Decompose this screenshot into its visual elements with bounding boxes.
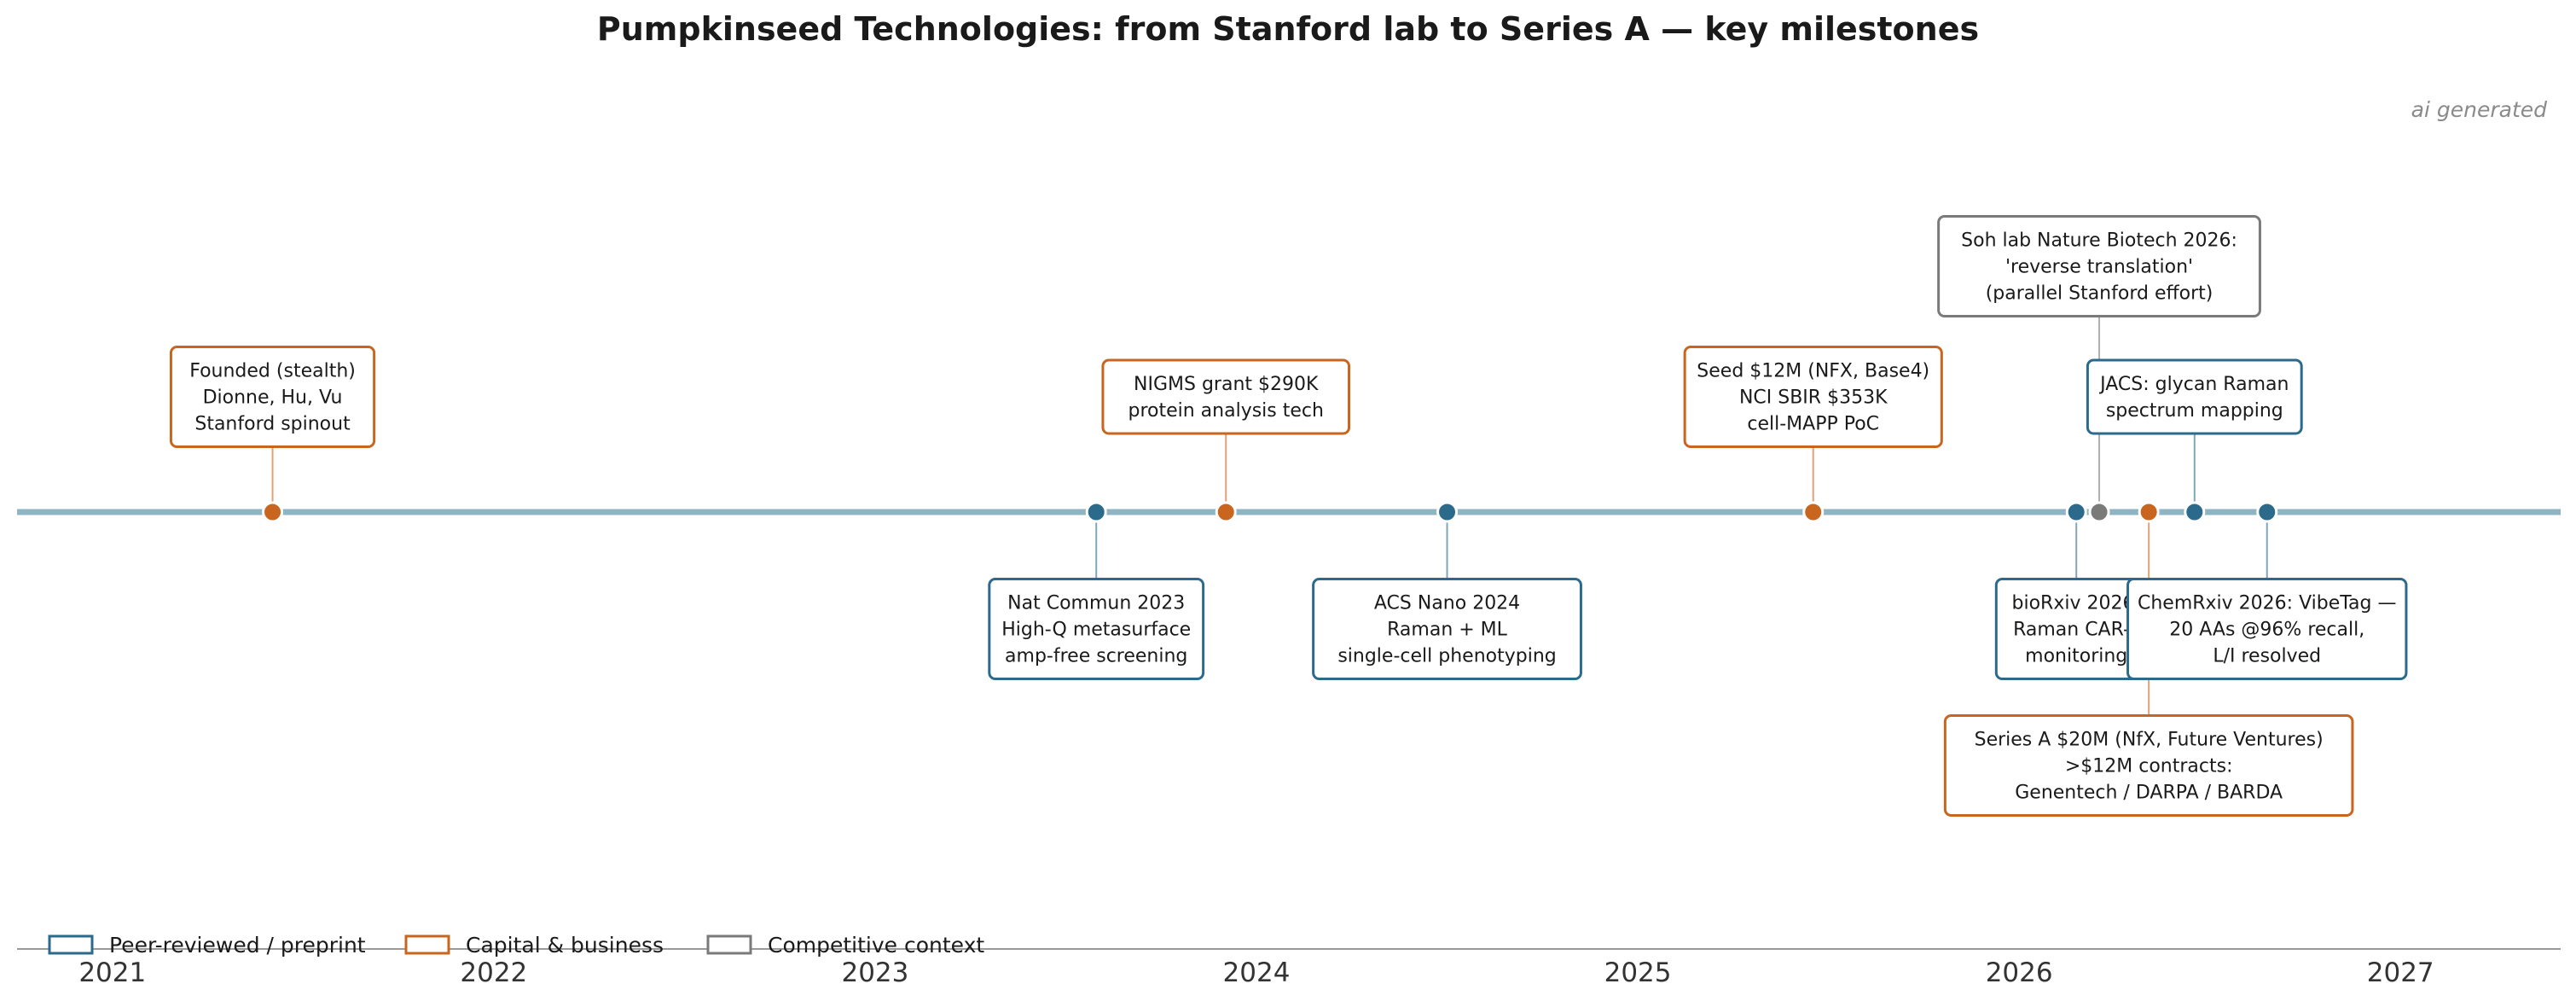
event-label-line: ACS Nano 2024	[1374, 593, 1520, 614]
event-label-line: Seed $12M (NFX, Base4)	[1697, 361, 1929, 382]
chart-title: Pumpkinseed Technologies: from Stanford …	[597, 10, 1979, 48]
event-marker	[2065, 501, 2087, 523]
event-label: Series A $20M (NfX, Future Ventures) >$12…	[1943, 714, 2354, 817]
event-label-box	[988, 578, 1205, 680]
event-marker	[262, 501, 284, 523]
event-label-line: Dionne, Hu, Vu	[203, 387, 343, 409]
legend-label: Competitive context	[768, 933, 984, 958]
event-label-box	[1312, 578, 1582, 680]
event-label-line: cell-MAPP PoC	[1747, 414, 1879, 435]
event-label-box	[2126, 578, 2408, 680]
event-label-line: Founded (stealth)	[189, 361, 356, 382]
event-label: Seed $12M (NFX, Base4) NCI SBIR $353K cell…	[1683, 346, 1943, 448]
x-tick-label: 2021	[78, 958, 146, 988]
event-label-box	[1943, 714, 2354, 817]
event-label-line: Raman CAR-T	[2013, 620, 2140, 641]
event-label-line: amp-free screening	[1005, 646, 1187, 667]
event-label-box	[2086, 358, 2303, 435]
event-label-line: Series A $20M (NfX, Future Ventures)	[1975, 730, 2324, 751]
event-label-line: ChemRxiv 2026: VibeTag —	[2138, 593, 2397, 614]
event-label-line: 20 AAs @96% recall,	[2169, 620, 2364, 641]
event-markers	[262, 501, 2278, 523]
event-label: Founded (stealth) Dionne, Hu, Vu Stanford …	[169, 346, 376, 448]
x-tick-label: 2024	[1223, 958, 1291, 988]
x-tick-label: 2025	[1604, 958, 1672, 988]
event-label: NIGMS grant $290K protein analysis tech	[1101, 358, 1351, 435]
event-marker	[2088, 501, 2110, 523]
event-marker	[2184, 501, 2206, 523]
event-label-box	[169, 346, 376, 448]
event-label-box	[1683, 346, 1943, 448]
event-label-line: monitoring	[2025, 646, 2127, 667]
event-label: Soh lab Nature Biotech 2026: 'reverse tra…	[1937, 215, 2261, 317]
event-label-line: High-Q metasurface	[1001, 620, 1191, 641]
x-tick-label: 2022	[460, 958, 527, 988]
x-tick-label: 2026	[1986, 958, 2053, 988]
event-label-line: Raman + ML	[1387, 620, 1508, 641]
event-label-line: NCI SBIR $353K	[1739, 387, 1888, 409]
watermark-label: ai generated	[2411, 97, 2547, 122]
event-label-line: Nat Commun 2023	[1007, 593, 1185, 614]
legend-swatch	[404, 934, 450, 955]
event-label-line: Stanford spinout	[194, 414, 351, 435]
event-label-line: L/I resolved	[2213, 646, 2321, 667]
event-label: JACS: glycan Raman spectrum mapping	[2086, 358, 2303, 435]
event-label-line: 'reverse translation'	[2005, 257, 2193, 278]
event-label-line: >$12M contracts:	[2065, 756, 2233, 777]
event-marker	[1802, 501, 1825, 523]
event-label-line: (parallel Stanford effort)	[1986, 283, 2213, 305]
legend: Peer-reviewed / preprint Capital & busine…	[48, 933, 984, 958]
event-labels: Founded (stealth) Dionne, Hu, Vu Stanford …	[169, 215, 2408, 817]
event-label: Nat Commun 2023 High-Q metasurface amp-fre…	[988, 578, 1205, 680]
x-tick-label: 2027	[2367, 958, 2434, 988]
event-label-line: NIGMS grant $290K	[1134, 374, 1319, 395]
event-marker	[1436, 501, 1459, 523]
legend-swatch	[48, 934, 94, 955]
event-label-line: JACS: glycan Raman	[2098, 374, 2289, 395]
event-marker	[1085, 501, 1107, 523]
event-label-box	[1101, 358, 1351, 435]
event-label: ACS Nano 2024 Raman + ML single-cell pheno…	[1312, 578, 1582, 680]
legend-swatch	[706, 934, 752, 955]
event-marker	[1215, 501, 1237, 523]
event-label-box	[1937, 215, 2261, 317]
legend-label: Peer-reviewed / preprint	[109, 933, 366, 958]
event-label-line: single-cell phenotyping	[1337, 646, 1556, 667]
event-label: bioRxiv 2026: Raman CAR-T monitoring	[1994, 578, 2158, 680]
event-label-line: protein analysis tech	[1128, 400, 1323, 422]
event-marker	[2256, 501, 2278, 523]
event-label: ChemRxiv 2026: VibeTag — 20 AAs @96% reca…	[2126, 578, 2408, 680]
legend-label: Capital & business	[466, 933, 664, 958]
x-axis-ticks: 2021 2022 2023 2024 2025 2026 2027	[78, 958, 2434, 988]
event-label-line: Soh lab Nature Biotech 2026:	[1961, 230, 2237, 252]
event-marker	[2138, 501, 2160, 523]
event-label-line: bioRxiv 2026:	[2012, 593, 2141, 614]
x-tick-label: 2023	[841, 958, 908, 988]
event-label-line: Genentech / DARPA / BARDA	[2015, 783, 2283, 804]
event-label-line: spectrum mapping	[2106, 400, 2283, 422]
